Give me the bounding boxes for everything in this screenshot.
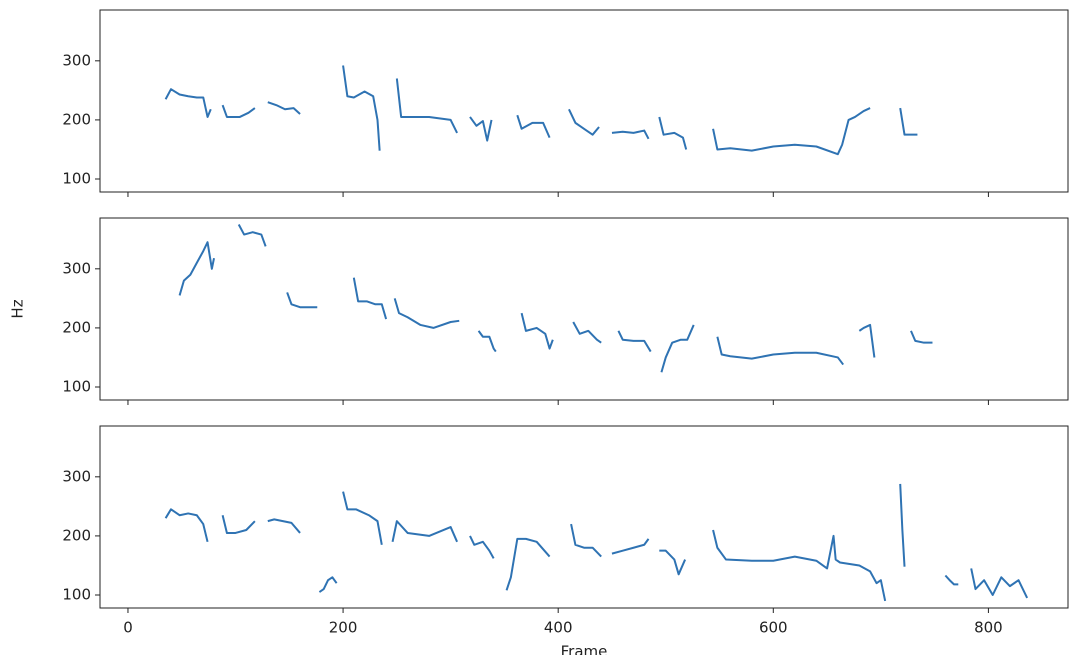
y-tick-label: 300	[62, 51, 91, 69]
y-axis-label: Hz	[9, 299, 27, 318]
plot-frame	[99, 425, 1069, 609]
y-tick-label: 200	[62, 110, 91, 128]
y-tick-label: 200	[62, 318, 91, 336]
plot-frame	[99, 9, 1069, 193]
y-tick-label: 300	[62, 467, 91, 485]
pitch-line	[164, 483, 1029, 602]
x-tick-label: 600	[759, 619, 788, 637]
pitch-line	[164, 65, 918, 156]
y-tick-label: 100	[62, 170, 91, 188]
y-tick-label: 300	[62, 259, 91, 277]
plot-frame	[99, 217, 1069, 401]
x-tick-label: 400	[544, 619, 573, 637]
y-tick-label: 100	[62, 586, 91, 604]
y-tick-label: 200	[62, 526, 91, 544]
x-tick-label: 0	[123, 619, 133, 637]
x-tick-label: 200	[329, 619, 358, 637]
x-axis-label: Frame	[561, 643, 608, 656]
y-tick-label: 100	[62, 378, 91, 396]
x-tick-label: 800	[974, 619, 1003, 637]
pitch-line	[178, 224, 933, 373]
